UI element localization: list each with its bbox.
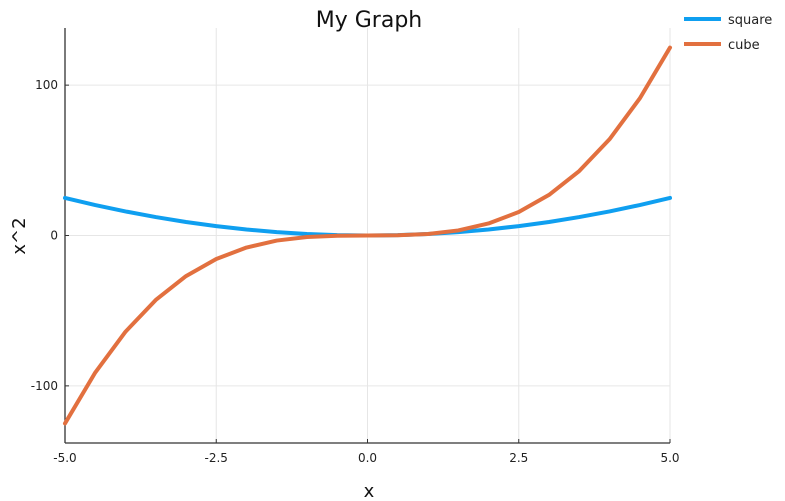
legend-label-square: square bbox=[728, 13, 772, 28]
legend-label-cube: cube bbox=[728, 38, 760, 53]
y-tick-label: 0 bbox=[50, 229, 58, 243]
x-tick-label: -2.5 bbox=[205, 451, 228, 465]
x-tick-label: 2.5 bbox=[509, 451, 528, 465]
x-axis-label: x bbox=[364, 481, 375, 501]
y-axis-label: x^2 bbox=[9, 217, 30, 254]
legend: square cube bbox=[684, 13, 772, 53]
x-ticks: -5.0 -2.5 0.0 2.5 5.0 bbox=[53, 439, 680, 465]
x-tick-label: 5.0 bbox=[660, 451, 679, 465]
chart-title: My Graph bbox=[316, 8, 422, 33]
x-tick-label: 0.0 bbox=[358, 451, 377, 465]
series-group bbox=[63, 45, 672, 426]
x-tick-label: -5.0 bbox=[53, 451, 76, 465]
y-tick-label: 100 bbox=[35, 78, 58, 92]
y-ticks: -100 0 100 bbox=[31, 78, 69, 393]
y-tick-label: -100 bbox=[31, 379, 58, 393]
